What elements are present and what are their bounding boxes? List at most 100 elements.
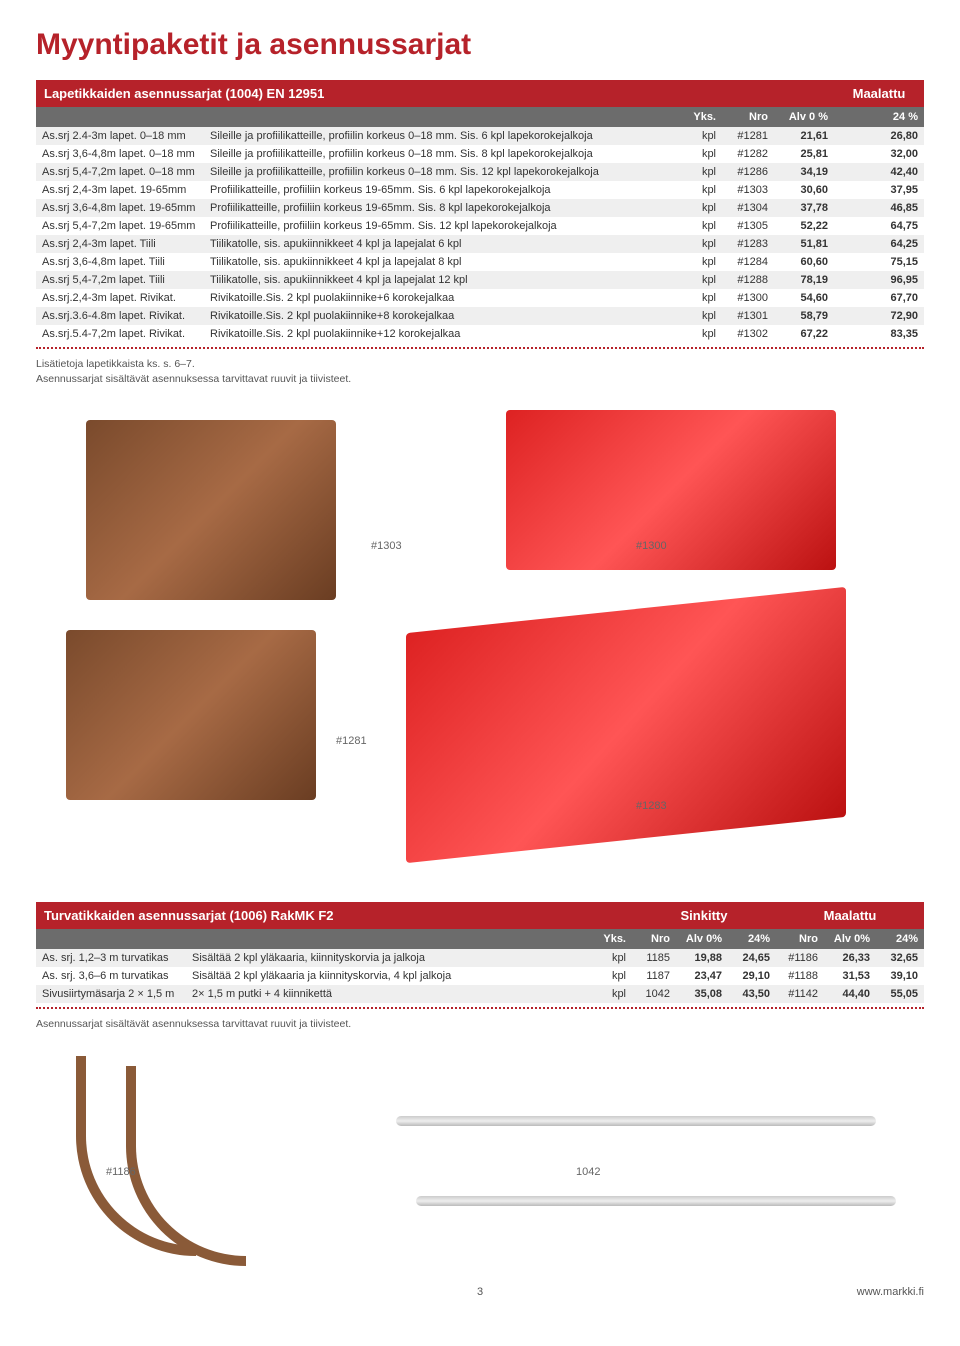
cell: Profiilikatteille, profiiliin korkeus 19… (204, 181, 680, 199)
cell: #1282 (722, 145, 774, 163)
table-turvatikkaiden: Turvatikkaiden asennussarjat (1006) RakM… (36, 902, 924, 1003)
th (186, 929, 594, 949)
table-row: As.srj 3,6-4,8m lapet. 19-65mmProfiilika… (36, 199, 924, 217)
cell: As.srj 5,4-7,2m lapet. 19-65mm (36, 217, 204, 235)
cell: Profiilikatteille, profiiliin korkeus 19… (204, 217, 680, 235)
cell: 19,88 (676, 949, 728, 967)
cell: kpl (680, 235, 722, 253)
cell: 2× 1,5 m putki + 4 kiinnikettä (186, 985, 594, 1003)
cell: #1186 (776, 949, 824, 967)
table-row: As.srj 5,4-7,2m lapet. 19-65mmProfiilika… (36, 217, 924, 235)
table-row: As.srj 2,4-3m lapet. TiiliTiilikatolle, … (36, 235, 924, 253)
cell: 64,25 (834, 235, 924, 253)
note-line: Lisätietoja lapetikkaista ks. s. 6–7. (36, 358, 195, 370)
cell: Rivikatoille.Sis. 2 kpl puolakiinnike+6 … (204, 289, 680, 307)
table-row: As.srj.5.4-7,2m lapet. Rivikat.Rivikatoi… (36, 325, 924, 343)
page-number: 3 (332, 1286, 628, 1298)
cell: 26,80 (834, 127, 924, 145)
table-row: As.srj 5,4-7,2m lapet. 0–18 mmSileille j… (36, 163, 924, 181)
table-row: As.srj 2.4-3m lapet. 0–18 mmSileille ja … (36, 127, 924, 145)
img-label: #1283 (636, 800, 667, 812)
img-label: #1186 (106, 1166, 136, 1178)
cell: #1301 (722, 307, 774, 325)
table2-head-row: Yks. Nro Alv 0% 24% Nro Alv 0% 24% (36, 929, 924, 949)
th: 24 % (834, 107, 924, 127)
table2-badge-1: Sinkitty (632, 902, 776, 929)
cell: Tiilikatolle, sis. apukiinnikkeet 4 kpl … (204, 271, 680, 289)
th (204, 107, 680, 127)
cell: 55,05 (876, 985, 924, 1003)
cell: 1042 (632, 985, 676, 1003)
cell: Rivikatoille.Sis. 2 kpl puolakiinnike+12… (204, 325, 680, 343)
cell: kpl (680, 181, 722, 199)
th: Nro (776, 929, 824, 949)
title-spacer (722, 80, 834, 107)
cell: As.srj 3,6-4,8m lapet. Tiili (36, 253, 204, 271)
table-row: As.srj 3,6-4,8m lapet. 0–18 mmSileille j… (36, 145, 924, 163)
table1-badge: Maalattu (834, 80, 924, 107)
cell: 52,22 (774, 217, 834, 235)
cell: kpl (680, 217, 722, 235)
divider-dots (36, 1007, 924, 1009)
product-image-1303 (86, 420, 336, 600)
cell: #1142 (776, 985, 824, 1003)
table2-note: Asennussarjat sisältävät asennuksessa ta… (36, 1017, 924, 1032)
cell: 25,81 (774, 145, 834, 163)
cell: kpl (680, 307, 722, 325)
cell: 23,47 (676, 967, 728, 985)
table-row: As.srj 3,6-4,8m lapet. TiiliTiilikatolle… (36, 253, 924, 271)
th: Alv 0% (676, 929, 728, 949)
table-row: As.srj 2,4-3m lapet. 19-65mmProfiilikatt… (36, 181, 924, 199)
table-row: As.srj 5,4-7,2m lapet. TiiliTiilikatolle… (36, 271, 924, 289)
cell: kpl (680, 253, 722, 271)
img-label: #1303 (371, 540, 402, 552)
product-image-area-1: #1303 #1300 #1281 #1283 (36, 400, 924, 890)
cell: 1187 (632, 967, 676, 985)
cell: 46,85 (834, 199, 924, 217)
th: Alv 0 % (774, 107, 834, 127)
cell: 24,65 (728, 949, 776, 967)
page-title: Myyntipaketit ja asennussarjat (36, 28, 924, 62)
note-line: Asennussarjat sisältävät asennuksessa ta… (36, 373, 351, 385)
cell: 96,95 (834, 271, 924, 289)
cell: 54,60 (774, 289, 834, 307)
page-footer: 3 www.markki.fi (36, 1286, 924, 1298)
table-row: As.srj.2,4-3m lapet. Rivikat.Rivikatoill… (36, 289, 924, 307)
cell: As. srj. 3,6–6 m turvatikas (36, 967, 186, 985)
cell: 42,40 (834, 163, 924, 181)
cell: 37,95 (834, 181, 924, 199)
th: 24% (728, 929, 776, 949)
cell: #1286 (722, 163, 774, 181)
cell: 21,61 (774, 127, 834, 145)
cell: Tiilikatolle, sis. apukiinnikkeet 4 kpl … (204, 235, 680, 253)
th (36, 929, 186, 949)
cell: 51,81 (774, 235, 834, 253)
cell: 67,70 (834, 289, 924, 307)
table2-title-row: Turvatikkaiden asennussarjat (1006) RakM… (36, 902, 924, 929)
product-image-1281 (66, 630, 316, 800)
product-image-1300 (506, 410, 836, 570)
cell: Sileille ja profiilikatteille, profiilin… (204, 127, 680, 145)
cell: 60,60 (774, 253, 834, 271)
cell: As.srj.3.6-4.8m lapet. Rivikat. (36, 307, 204, 325)
cell: #1283 (722, 235, 774, 253)
th: Alv 0% (824, 929, 876, 949)
cell: 75,15 (834, 253, 924, 271)
img-label: #1281 (336, 735, 367, 747)
cell: 37,78 (774, 199, 834, 217)
cell: Rivikatoille.Sis. 2 kpl puolakiinnike+8 … (204, 307, 680, 325)
cell: 34,19 (774, 163, 834, 181)
table1-title: Lapetikkaiden asennussarjat (1004) EN 12… (36, 80, 722, 107)
table-row: As.srj.3.6-4.8m lapet. Rivikat.Rivikatoi… (36, 307, 924, 325)
cell: #1288 (722, 271, 774, 289)
th: 24% (876, 929, 924, 949)
table-row: As. srj. 3,6–6 m turvatikasSisältää 2 kp… (36, 967, 924, 985)
cell: 44,40 (824, 985, 876, 1003)
cell: #1302 (722, 325, 774, 343)
cell: As.srj 5,4-7,2m lapet. 0–18 mm (36, 163, 204, 181)
img-label: 1042 (576, 1166, 600, 1178)
cell: kpl (594, 967, 632, 985)
cell: 58,79 (774, 307, 834, 325)
th: Yks. (594, 929, 632, 949)
cell: 72,90 (834, 307, 924, 325)
